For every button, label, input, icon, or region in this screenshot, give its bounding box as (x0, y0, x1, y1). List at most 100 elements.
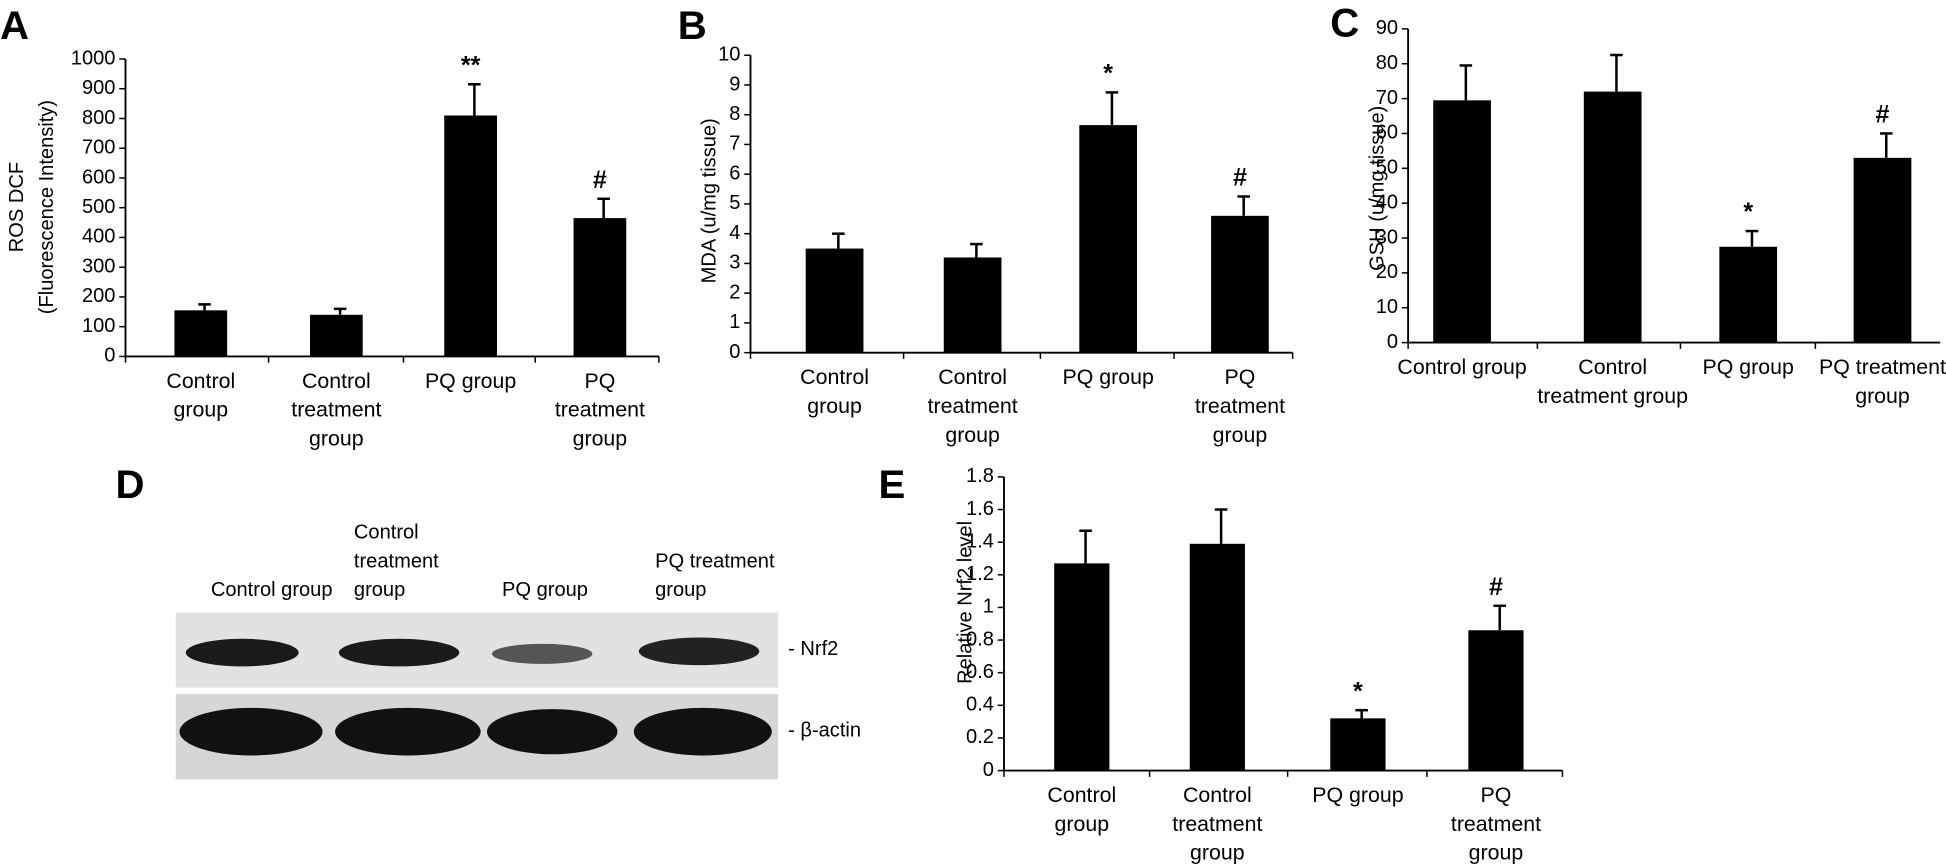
blot-band (179, 707, 323, 756)
blot-band (633, 707, 772, 756)
x-tick-label: Control treatment group (1537, 355, 1688, 408)
blot-band (335, 707, 481, 756)
y-tick-label: 300 (82, 255, 116, 277)
y-tick-label: 200 (82, 285, 116, 307)
y-tick-label: 900 (82, 77, 116, 99)
y-tick-label: 800 (82, 107, 116, 129)
y-tick-label: 1 (983, 596, 994, 618)
x-tick-label: PQ group (1702, 355, 1794, 380)
y-axis-label: GSH (u/mg tissue) (1366, 106, 1388, 271)
y-tick-label: 0 (104, 345, 115, 367)
panel-letter: D (115, 461, 145, 508)
y-tick-label: 3 (729, 252, 740, 274)
significance-marker: ** (461, 51, 481, 79)
y-tick-label: 10 (1376, 296, 1398, 318)
blot-band (338, 638, 460, 667)
lane-label: PQ group (502, 579, 588, 602)
bar (1433, 100, 1491, 343)
bar (1079, 125, 1138, 353)
significance-marker: # (593, 166, 607, 194)
x-tick-label: PQ treatment group (554, 368, 645, 451)
significance-marker: # (1489, 573, 1503, 601)
x-tick-label: Control treatment group (1172, 783, 1263, 865)
bar (1189, 543, 1245, 771)
y-axis-label: MDA (u/mg tissue) (699, 118, 721, 283)
lane-label: Control group (210, 579, 333, 602)
y-tick-label: 70 (1376, 87, 1398, 109)
y-tick-label: 1 (729, 311, 740, 333)
y-tick-label: 1.2 (966, 563, 994, 585)
bar (174, 310, 228, 357)
y-tick-label: 1.8 (966, 465, 994, 487)
y-tick-label: 1000 (71, 47, 116, 69)
band-label: - Nrf2 (788, 638, 839, 661)
y-tick-label: 6 (729, 162, 740, 184)
y-tick-label: 600 (82, 166, 116, 188)
y-tick-label: 80 (1376, 52, 1398, 74)
blot-band (491, 643, 593, 664)
blot-band (638, 637, 760, 666)
y-tick-label: 4 (729, 222, 740, 244)
y-axis-label: ROS DCF (6, 162, 28, 252)
panel-letter: B (677, 2, 707, 48)
y-tick-label: 20 (1376, 261, 1398, 283)
x-tick-label: PQ group (1312, 783, 1404, 807)
x-tick-label: Control treatment group (927, 365, 1018, 447)
y-tick-label: 50 (1376, 157, 1398, 179)
significance-marker: * (1743, 198, 1753, 226)
y-tick-label: 9 (729, 73, 740, 95)
panel-letter: A (0, 2, 30, 48)
y-tick-label: 5 (729, 192, 740, 214)
y-tick-label: 90 (1376, 17, 1398, 39)
bar (1054, 563, 1110, 771)
y-tick-label: 500 (82, 196, 116, 218)
x-tick-label: PQ treatment group (1819, 355, 1946, 408)
y-tick-label: 0 (983, 759, 994, 781)
x-tick-label: Control group (800, 365, 869, 418)
x-tick-label: PQ treatment group (1194, 365, 1286, 447)
bar (573, 218, 627, 357)
y-tick-label: 1.6 (966, 498, 994, 520)
y-axis-label: (Fluorescence Intensity) (36, 100, 58, 314)
lane-label: PQ treatment group (655, 550, 775, 602)
significance-marker: * (1353, 677, 1363, 705)
y-tick-label: 10 (718, 44, 740, 66)
y-tick-label: 0 (729, 341, 740, 363)
band-label: - β-actin (788, 720, 862, 742)
blot-band (486, 709, 618, 755)
y-tick-label: 0 (1387, 331, 1398, 353)
x-tick-label: PQ group (1062, 365, 1154, 390)
y-tick-label: 100 (82, 315, 116, 337)
x-tick-label: PQ treatment group (1450, 783, 1542, 865)
panel-letter: C (1330, 0, 1360, 46)
bar (1719, 246, 1778, 343)
y-tick-label: 30 (1376, 226, 1398, 248)
y-tick-label: 40 (1376, 191, 1398, 213)
y-tick-label: 1.4 (966, 530, 994, 552)
bar (1330, 718, 1386, 771)
significance-marker: # (1876, 101, 1890, 129)
significance-marker: * (1103, 59, 1113, 87)
y-tick-label: 7 (729, 133, 740, 155)
bar (444, 115, 497, 357)
y-tick-label: 0.8 (966, 628, 994, 650)
x-tick-label: Control group (1047, 783, 1117, 836)
y-tick-label: 0.6 (966, 661, 994, 683)
bar (1583, 91, 1642, 343)
y-axis-label: Relative Nrf2 level (955, 521, 977, 684)
x-tick-label: Control treatment group (291, 368, 382, 451)
x-tick-label: Control group (166, 368, 236, 422)
western-blot (175, 612, 779, 780)
blot-band (185, 638, 299, 667)
x-tick-label: Control group (1397, 355, 1527, 380)
y-tick-label: 700 (82, 137, 116, 159)
panel-letter: E (878, 461, 906, 508)
y-tick-label: 8 (729, 103, 740, 125)
bar (309, 314, 363, 357)
bar (1211, 215, 1269, 353)
bar (943, 257, 1002, 353)
bar (805, 248, 864, 353)
y-tick-label: 60 (1376, 122, 1398, 144)
